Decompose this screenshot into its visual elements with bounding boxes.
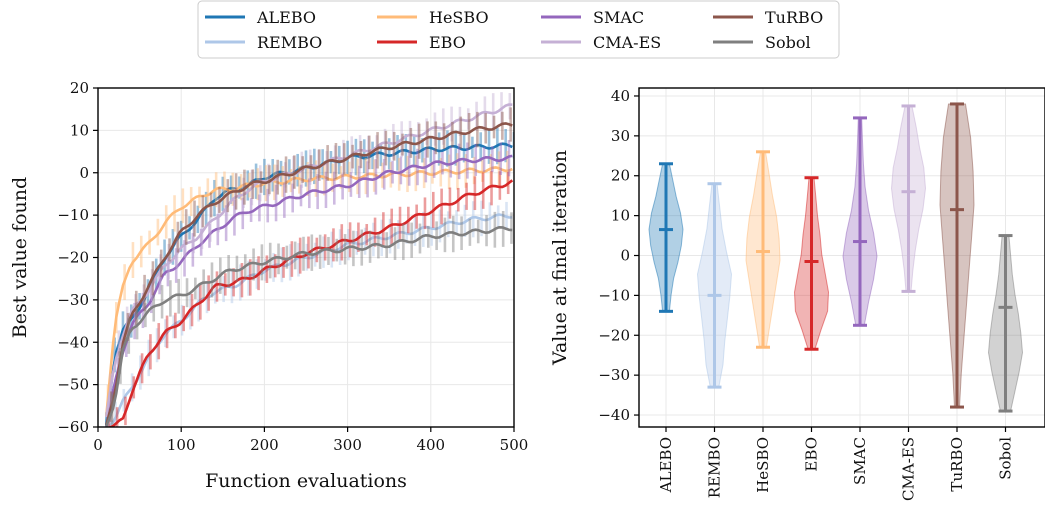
series-line-ebo <box>107 179 514 427</box>
violin-turbo <box>939 102 975 409</box>
legend-label-hesbo: HeSBO <box>429 8 489 27</box>
y-axis-label: Best value found <box>9 177 31 338</box>
series-cma-es <box>105 92 513 418</box>
line-chart: 0 100 200 300 400 500 −60 −50 −40 −30 −20 −10 0 10 20 F… <box>9 79 528 492</box>
x-tick-label-turbo: TuRBO <box>948 437 966 492</box>
violin-rembo <box>696 182 733 389</box>
x-tick-label: 300 <box>333 436 362 454</box>
legend-label-ebo: EBO <box>429 33 466 52</box>
legend-frame <box>197 0 840 59</box>
y-tick-label: −20 <box>57 249 89 267</box>
series-line-rembo <box>105 213 513 427</box>
legend-label-turbo: TuRBO <box>765 8 823 27</box>
x-tick-label-smac: SMAC <box>851 437 869 485</box>
y-axis-label-right: Value at final iteration <box>549 150 571 366</box>
legend: ALEBO REMBO HeSBO EBO SMAC CMA-ES TuRBO Sobol <box>197 0 840 59</box>
y-tick-label: −50 <box>57 376 89 394</box>
y-tick-label: 20 <box>611 167 630 185</box>
y-tick-label: 40 <box>611 87 630 105</box>
y-tick-label: −30 <box>598 366 630 384</box>
violin-smac <box>842 116 878 327</box>
y-tick-label: −20 <box>598 326 630 344</box>
y-tick-label: −10 <box>57 206 89 224</box>
legend-label-cma-es: CMA-ES <box>593 33 661 52</box>
series-line-smac <box>105 154 513 427</box>
y-tick-label: 0 <box>620 247 630 265</box>
violin-alebo <box>648 162 684 313</box>
y-tick-label: −40 <box>598 406 630 424</box>
series-line-cma-es <box>105 103 513 418</box>
x-tick-label-sobol: Sobol <box>997 437 1015 480</box>
plot-frame-right <box>638 87 1045 428</box>
x-tick-label-rembo: REMBO <box>706 437 724 498</box>
line-plot-area <box>105 92 514 427</box>
x-tick-label: 100 <box>167 436 196 454</box>
series-turbo <box>105 107 513 426</box>
errorbars-sobol <box>110 210 513 425</box>
legend-label-smac: SMAC <box>593 8 644 27</box>
y-tick-label: 20 <box>70 79 89 97</box>
x-tick-label-ebo: EBO <box>803 437 821 472</box>
errorbars-cma-es <box>109 92 512 409</box>
violin-sobol <box>987 234 1024 413</box>
violin-ebo <box>793 176 830 351</box>
y-tick-label: −10 <box>598 286 630 304</box>
y-tick-label: −40 <box>57 333 89 351</box>
x-tick-label-cma-es: CMA-ES <box>900 437 918 501</box>
series-line-sobol <box>105 226 513 427</box>
x-tick-label: 200 <box>250 436 279 454</box>
legend-label-alebo: ALEBO <box>256 8 316 27</box>
y-tick-label: −60 <box>57 418 89 436</box>
y-tick-label: 0 <box>79 164 89 182</box>
violin-hesbo <box>745 150 781 349</box>
x-axis-label: Function evaluations <box>205 470 407 492</box>
legend-label-rembo: REMBO <box>257 33 322 52</box>
violin-cma-es <box>890 104 927 293</box>
series-sobol <box>105 210 513 427</box>
series-line-hesbo <box>105 166 513 417</box>
series-line-turbo <box>105 122 513 426</box>
series-ebo <box>107 170 514 427</box>
x-tick-label: 0 <box>93 436 103 454</box>
y-tick-label: 10 <box>611 207 630 225</box>
legend-label-sobol: Sobol <box>765 33 811 52</box>
x-tick-label-hesbo: HeSBO <box>754 437 772 493</box>
y-tick-label: −30 <box>57 291 89 309</box>
y-tick-label: 30 <box>611 127 630 145</box>
violin-chart: −40 −30 −20 −10 0 10 20 30 40 ALEBO REMBO HeSBO EBO S… <box>549 87 1045 501</box>
x-tick-label: 400 <box>416 436 445 454</box>
y-tick-label: 10 <box>70 121 89 139</box>
x-tick-label-alebo: ALEBO <box>657 437 675 493</box>
x-tick-label: 500 <box>500 436 529 454</box>
